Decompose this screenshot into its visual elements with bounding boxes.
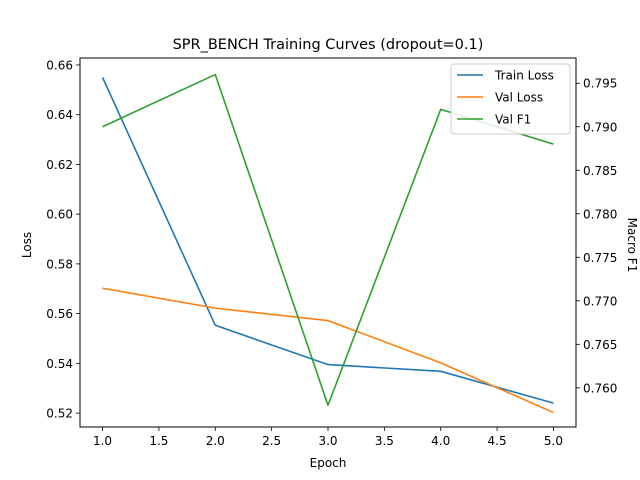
legend: Train Loss Val Loss Val F1 [450, 63, 571, 135]
y2-axis-ticks: 0.760 0.765 0.770 0.775 0.780 0.785 0.790 0.795 [576, 77, 617, 395]
legend-box [450, 63, 571, 135]
y2-tick-label: 0.780 [583, 207, 617, 221]
y2-tick-label: 0.770 [583, 294, 617, 308]
x-tick-label: 4.0 [431, 434, 450, 448]
x-tick-label: 4.5 [488, 434, 507, 448]
legend-label-train-loss: Train Loss [494, 69, 554, 83]
y2-tick-label: 0.790 [583, 120, 617, 134]
x-tick-label: 2.5 [262, 434, 281, 448]
y2-tick-label: 0.760 [583, 381, 617, 395]
y2-tick-label: 0.795 [583, 77, 617, 91]
y-tick-label: 0.56 [46, 307, 73, 321]
y-axis-label: Loss [20, 232, 34, 258]
y-tick-label: 0.66 [46, 58, 73, 72]
y-tick-label: 0.60 [46, 208, 73, 222]
chart-title: SPR_BENCH Training Curves (dropout=0.1) [173, 37, 484, 53]
y-axis-ticks: 0.52 0.54 0.56 0.58 0.60 0.62 0.64 0.66 [46, 58, 80, 421]
y2-axis-label: Macro F1 [625, 218, 639, 273]
legend-label-val-loss: Val Loss [495, 91, 543, 105]
y-tick-label: 0.52 [46, 407, 73, 421]
y2-tick-label: 0.785 [583, 164, 617, 178]
y2-tick-label: 0.765 [583, 338, 617, 352]
plot-frame [79, 57, 577, 428]
y2-tick-label: 0.775 [583, 251, 617, 265]
x-axis-ticks: 1.0 1.5 2.0 2.5 3.0 3.5 4.0 4.5 5.0 [93, 427, 563, 448]
y-tick-label: 0.54 [46, 357, 73, 371]
x-tick-label: 3.5 [375, 434, 394, 448]
x-axis-label: Epoch [310, 456, 347, 470]
x-tick-label: 3.0 [318, 434, 337, 448]
x-tick-label: 1.5 [149, 434, 168, 448]
y-tick-label: 0.58 [46, 257, 73, 271]
y-tick-label: 0.64 [46, 108, 73, 122]
y-tick-label: 0.62 [46, 158, 73, 172]
x-tick-label: 1.0 [93, 434, 112, 448]
legend-label-val-f1: Val F1 [495, 113, 531, 127]
series-line-val-loss [102, 287, 554, 414]
x-tick-label: 5.0 [544, 434, 563, 448]
x-tick-label: 2.0 [206, 434, 225, 448]
series-line-train-loss [101, 77, 554, 404]
